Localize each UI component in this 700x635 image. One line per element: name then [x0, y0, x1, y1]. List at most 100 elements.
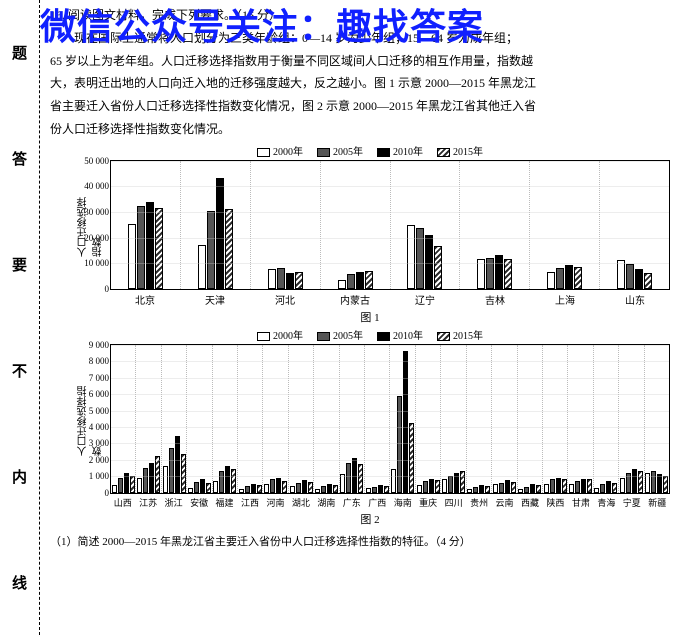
bar — [473, 487, 478, 493]
bar — [333, 485, 338, 493]
bar — [479, 485, 484, 493]
xlabel: 西藏 — [517, 494, 542, 509]
question-line: 65 岁以上为老年组。人口迁移选择指数用于衡量不同区域间人口迁移的相互作用量，指… — [50, 54, 533, 68]
ytick: 0 — [73, 284, 109, 294]
bar-group — [542, 345, 567, 493]
ytick: 9 000 — [73, 340, 109, 350]
bar — [264, 484, 269, 493]
ytick: 5 000 — [73, 406, 109, 416]
bar — [435, 480, 440, 493]
bar — [286, 273, 294, 289]
legend-item: 2000年 — [257, 327, 303, 342]
xlabel: 青海 — [594, 494, 619, 509]
bar-group — [111, 345, 135, 493]
ytick: 50 000 — [73, 156, 109, 166]
bar — [245, 486, 250, 493]
bar — [358, 464, 363, 492]
bar-group — [567, 345, 592, 493]
bar — [188, 488, 193, 493]
bar — [562, 479, 567, 492]
bar-group — [288, 345, 313, 493]
bar — [213, 481, 218, 493]
xlabel: 江苏 — [135, 494, 160, 509]
bar — [302, 480, 307, 493]
question-line: 现在国际上通常将人口划分为三类年龄组：0—14 岁为少年组；15—64 岁为成年… — [74, 31, 518, 45]
chart1-plot: 人口迁移选择指数 010 00020 00030 00040 00050 000 — [110, 160, 670, 290]
bar — [308, 482, 313, 493]
bar — [467, 489, 472, 493]
ytick: 0 — [73, 488, 109, 498]
bar — [257, 485, 262, 493]
xlabel: 宁夏 — [619, 494, 644, 509]
sidebar-char: 要 — [12, 254, 27, 275]
bar — [442, 479, 447, 492]
bar-group — [440, 345, 465, 493]
bar-group — [135, 345, 160, 493]
chart2-xlabels: 山西江苏浙江安徽福建江西河南湖北湖南广东广西海南重庆四川贵州云南西藏陕西甘肃青海… — [110, 494, 670, 509]
bar-group — [237, 345, 262, 493]
xlabel: 广西 — [365, 494, 390, 509]
sidebar-char: 内 — [12, 466, 27, 487]
bar-group — [599, 161, 669, 289]
bar — [268, 269, 276, 289]
bar — [635, 269, 643, 289]
sidebar-char: 题 — [12, 42, 27, 63]
ytick: 40 000 — [73, 181, 109, 191]
bar-group — [593, 345, 618, 493]
xlabel: 安徽 — [186, 494, 211, 509]
ytick: 7 000 — [73, 373, 109, 383]
bar — [347, 274, 355, 288]
legend-item: 2010年 — [377, 143, 423, 158]
xlabel: 山西 — [110, 494, 135, 509]
bar — [206, 483, 211, 493]
bar — [434, 246, 442, 289]
xlabel: 上海 — [530, 290, 600, 307]
bar — [524, 487, 529, 493]
bar — [511, 482, 516, 493]
bar — [499, 483, 504, 493]
bar — [321, 486, 326, 493]
page-content: 16. 阅读图文材料，完成下列要求。（16 分） 缩进现在国际上通常将人口划分为… — [50, 4, 690, 549]
bar — [409, 423, 414, 493]
bar-group — [618, 345, 643, 493]
bar — [403, 351, 408, 493]
bar — [632, 469, 637, 492]
ytick: 10 000 — [73, 258, 109, 268]
bar — [155, 208, 163, 289]
xlabel: 浙江 — [161, 494, 186, 509]
bar — [143, 468, 148, 493]
bar — [282, 481, 287, 493]
bar — [137, 478, 142, 493]
bar — [216, 178, 224, 289]
xlabel: 陕西 — [543, 494, 568, 509]
bar — [547, 272, 555, 289]
bar — [663, 476, 668, 493]
bar — [225, 466, 230, 493]
bar — [225, 209, 233, 288]
ytick: 3 000 — [73, 438, 109, 448]
bar — [644, 273, 652, 289]
legend-item: 2005年 — [317, 143, 363, 158]
bar-group — [212, 345, 237, 493]
question-line: 大，表明迁出地的人口向迁入地的迁移强度越大，反之越小。图 1 示意 2000—2… — [50, 76, 536, 90]
bar — [198, 245, 206, 289]
bar — [137, 206, 145, 289]
bar — [130, 476, 135, 493]
bar — [581, 479, 586, 493]
bar — [536, 485, 541, 493]
xlabel: 贵州 — [466, 494, 491, 509]
bar — [460, 471, 465, 493]
bar — [366, 488, 371, 493]
bar — [530, 484, 535, 492]
bar — [112, 485, 117, 493]
ytick: 1 000 — [73, 471, 109, 481]
bar — [384, 486, 389, 493]
bar-group — [364, 345, 389, 493]
ytick: 2 000 — [73, 455, 109, 465]
bar-group — [186, 345, 211, 493]
xlabel: 山东 — [600, 290, 670, 307]
ytick: 6 000 — [73, 389, 109, 399]
bar — [495, 255, 503, 289]
bar-group — [320, 161, 390, 289]
xlabel: 内蒙古 — [320, 290, 390, 307]
